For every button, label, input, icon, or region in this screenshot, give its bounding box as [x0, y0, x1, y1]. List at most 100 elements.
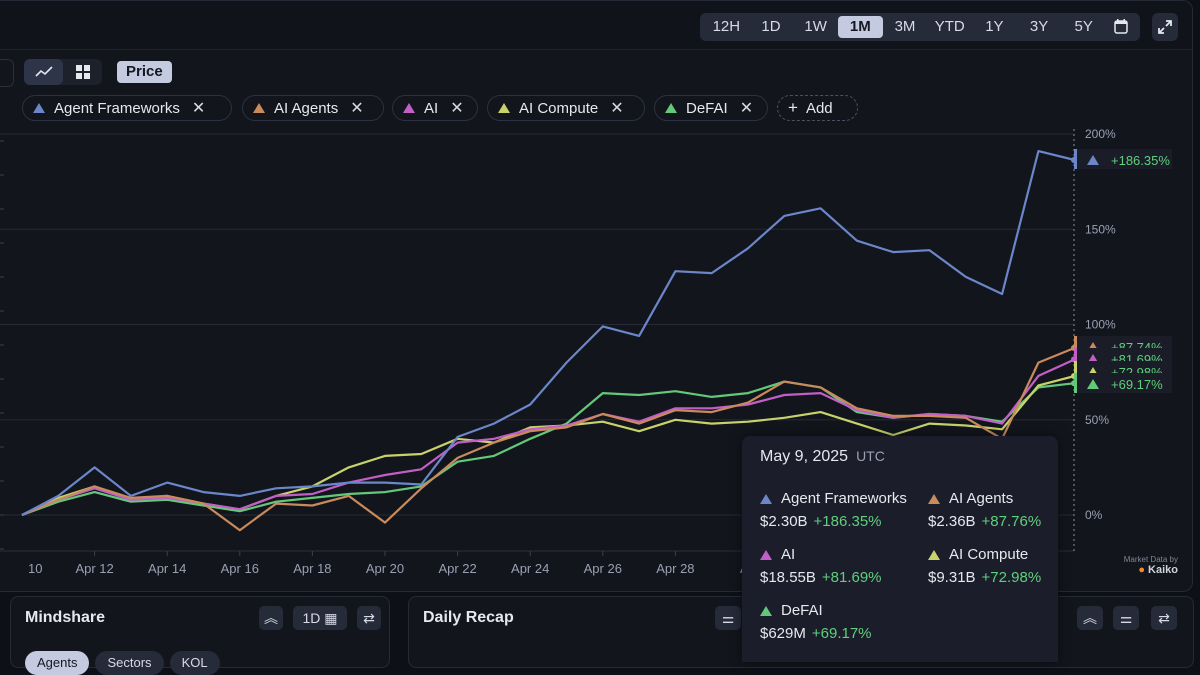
add-label: Add — [805, 99, 833, 117]
triangle-icon — [760, 605, 772, 616]
attribution-brand: Kaiko — [1148, 564, 1178, 576]
collapsed-control[interactable] — [0, 59, 14, 87]
tooltip-series-change: +186.35% — [813, 513, 882, 530]
triangle-icon — [498, 103, 510, 113]
filter-button[interactable]: ⚌ — [715, 606, 741, 630]
x-tick-label: Apr 22 — [438, 561, 476, 576]
series-chip[interactable]: DeFAI ✕ — [654, 95, 768, 121]
tooltip-series-value: $9.31B — [928, 569, 976, 586]
triangle-icon — [760, 549, 772, 560]
end-label-bg — [1076, 373, 1172, 393]
x-tick-label: Apr 16 — [221, 561, 259, 576]
price-metric-button[interactable]: Price — [117, 61, 172, 83]
daily-recap-title: Daily Recap — [423, 609, 514, 626]
y-tick-label: 100% — [1085, 318, 1116, 332]
remove-icon[interactable]: ✕ — [191, 100, 206, 117]
end-label-accent — [1074, 361, 1077, 381]
swap-icon: ⇄ — [1158, 609, 1170, 626]
remove-icon[interactable]: ✕ — [450, 100, 464, 117]
tab-agents[interactable]: Agents — [25, 651, 90, 675]
tooltip-series-change: +72.98% — [981, 569, 1042, 586]
tooltip-date-text: May 9, 2025 — [760, 448, 849, 465]
triangle-icon — [33, 103, 45, 113]
series-chip-label: AI Compute — [519, 99, 599, 117]
add-series-button[interactable]: + Add — [777, 95, 858, 121]
range-1y[interactable]: 1Y — [985, 18, 1004, 35]
tooltip-series-name: DeFAI — [781, 602, 823, 619]
calendar-icon[interactable] — [1114, 18, 1128, 34]
recap-settings-button[interactable]: ⚌ — [1113, 606, 1139, 630]
line-view-button[interactable] — [24, 59, 63, 85]
expand-button[interactable] — [1152, 13, 1178, 41]
triangle-icon — [1087, 155, 1099, 165]
treemap-view-button[interactable] — [63, 59, 102, 85]
tooltip-item: Agent Frameworks $2.30B +186.35% — [760, 490, 910, 530]
tooltip-series-value: $629M — [760, 625, 806, 642]
collapse-button[interactable]: ︽ — [259, 606, 283, 630]
triangle-icon — [403, 103, 415, 113]
x-tick-label: Apr 14 — [148, 561, 186, 576]
series-line — [21, 150, 1075, 516]
tab-sectors[interactable]: Sectors — [95, 651, 164, 675]
chevrons-up-icon: ︽ — [1083, 610, 1097, 626]
triangle-icon — [253, 103, 265, 113]
triangle-icon — [928, 493, 940, 504]
series-chip-label: DeFAI — [686, 99, 728, 117]
collapse-recap-button[interactable]: ︽ — [1077, 606, 1103, 630]
line-chart: 200% 150% 100% 50% 0% 10 Apr 12 Apr 14 Apr 16 Apr… — [0, 127, 1172, 576]
range-3m[interactable]: 3M — [894, 18, 916, 35]
expand-icon — [1158, 20, 1172, 34]
series-chip[interactable]: AI Agents ✕ — [242, 95, 384, 121]
range-1w[interactable]: 1W — [804, 18, 827, 35]
series-chip-label: Agent Frameworks — [54, 99, 180, 117]
remove-icon[interactable]: ✕ — [610, 100, 624, 117]
range-3y[interactable]: 3Y — [1029, 18, 1049, 35]
interval-label: 1D — [302, 610, 321, 626]
series-end-label: +69.17% — [1111, 377, 1163, 392]
tooltip-series-change: +87.76% — [981, 513, 1042, 530]
range-ytd[interactable]: YTD — [934, 18, 965, 35]
recap-swap-button[interactable]: ⇄ — [1151, 606, 1177, 630]
range-5y[interactable]: 5Y — [1074, 18, 1093, 35]
attribution-text: Market Data by — [1123, 555, 1178, 564]
chevrons-up-icon: ︽ — [264, 610, 278, 626]
tooltip-item: AI Agents $2.36B +87.76% — [928, 490, 1078, 530]
y-tick-label: 0% — [1085, 508, 1103, 522]
tooltip-timezone: UTC — [856, 448, 885, 464]
tooltip-item: AI Compute $9.31B +72.98% — [928, 546, 1078, 586]
tooltip-item: DeFAI $629M +69.17% — [760, 602, 910, 642]
series-chip[interactable]: Agent Frameworks ✕ — [22, 95, 232, 121]
tooltip-series-name: AI Compute — [949, 546, 1029, 563]
range-1d[interactable]: 1D — [761, 18, 781, 35]
tooltip-series-change: +81.69% — [821, 569, 882, 586]
interval-button[interactable]: 1D ▦ — [293, 606, 347, 630]
tooltip-series-name: AI Agents — [949, 490, 1014, 507]
chart-view-toggle — [24, 59, 102, 85]
tooltip-series-change: +69.17% — [811, 625, 872, 642]
series-chip-label: AI — [424, 99, 439, 117]
tooltip-series-name: AI — [781, 546, 796, 563]
remove-icon[interactable]: ✕ — [739, 100, 754, 117]
sliders-icon: ⚌ — [1119, 609, 1133, 626]
series-end-label: +186.35% — [1111, 153, 1170, 168]
tab-kol[interactable]: KOL — [169, 651, 220, 675]
series-chip[interactable]: AI ✕ — [392, 95, 478, 121]
chart-tooltip: May 9, 2025 UTC Agent Frameworks $2.30B +18… — [742, 436, 1058, 662]
range-12h[interactable]: 12H — [712, 18, 741, 35]
tooltip-series-name: Agent Frameworks — [781, 490, 907, 507]
x-tick-label: 10 — [28, 561, 42, 576]
swap-button[interactable]: ⇄ — [357, 606, 381, 630]
tooltip-series-value: $2.36B — [928, 513, 976, 530]
line-chart-icon — [34, 66, 53, 77]
triangle-icon — [665, 103, 677, 113]
kaiko-logo-icon: ● — [1138, 564, 1145, 576]
end-label-accent — [1074, 336, 1077, 356]
series-chip[interactable]: AI Compute ✕ — [487, 95, 645, 121]
x-tick-label: Apr 28 — [656, 561, 694, 576]
time-range-selector: 12H 1D 1W 1M 3M YTD 1Y 3Y 5Y — [700, 13, 1140, 41]
x-tick-label: Apr 26 — [584, 561, 622, 576]
remove-icon[interactable]: ✕ — [350, 100, 364, 117]
end-label-accent — [1074, 373, 1077, 393]
range-1m[interactable]: 1M — [838, 16, 883, 38]
tooltip-series-value: $18.55B — [760, 569, 816, 586]
